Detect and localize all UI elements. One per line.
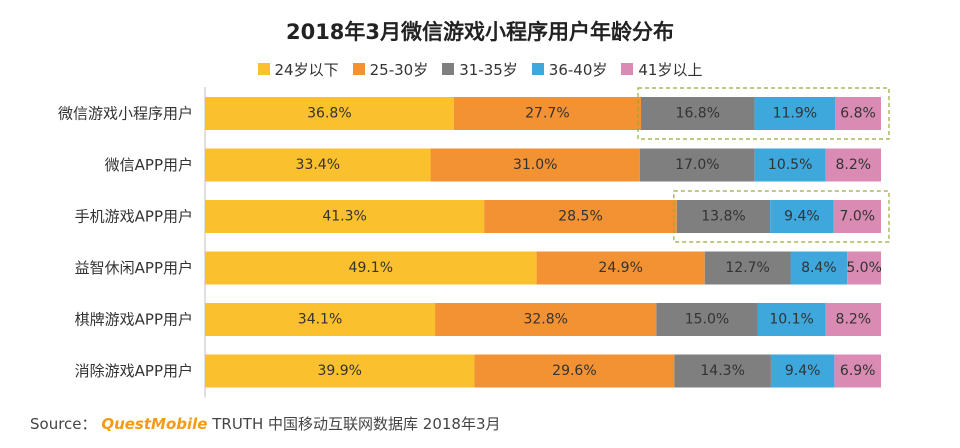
bar-segment [754,148,826,182]
bar-segment [435,303,657,336]
data-label: 34.1% [298,312,342,328]
bar-segment [835,97,881,130]
data-label: 13.8% [701,209,745,225]
bar-segment [754,97,836,130]
data-label: 10.5% [768,157,812,173]
data-label: 8.2% [836,157,872,173]
bar-segment [676,200,771,233]
data-label: 16.8% [676,106,720,122]
bar-segment [674,354,771,388]
data-label: 9.4% [784,209,820,225]
data-label: 5.0% [846,260,882,276]
data-label: 28.5% [558,209,602,225]
data-label: 6.9% [840,363,876,379]
legend-label: 36-40岁 [548,60,608,79]
data-label: 9.4% [785,363,821,379]
source-note: Source： QuestMobile TRUTH 中国移动互联网数据库 201… [30,412,501,436]
data-label: 6.8% [840,106,876,122]
category-label: 微信游戏小程序用户 [58,105,193,123]
bar-segment [757,303,826,336]
legend-label: 41岁以上 [638,60,703,79]
legend-item-4: 41岁以上 [621,59,702,80]
legend-item-2: 31-35岁 [442,59,518,80]
data-label: 24.9% [598,260,642,276]
legend-swatch [352,63,365,75]
data-label: 39.9% [317,363,361,379]
legend-item-3: 36-40岁 [531,59,608,80]
legend-label: 31-35岁 [459,60,518,79]
bar-segment [641,97,755,130]
category-label: 棋牌游戏APP用户 [75,311,193,329]
bar-segment [847,251,881,285]
data-label: 27.7% [525,106,569,122]
bar-segment [833,200,881,233]
bar-segment [205,97,454,130]
bar-segment [790,251,848,285]
bar-segment [770,354,835,388]
legend-swatch [257,63,270,75]
source-text: TRUTH 中国移动互联网数据库 2018年3月 [212,415,501,433]
bar-segment [484,200,677,233]
bar-segment [656,303,758,336]
category-label: 微信APP用户 [105,156,193,174]
bar-segment [825,303,881,336]
data-label: 8.2% [836,312,872,328]
source-brand: QuestMobile [101,415,208,433]
bar-segment [834,354,881,388]
data-label: 29.6% [552,363,596,379]
source-prefix: Source： [30,415,97,433]
bar-segment [770,200,834,233]
data-label: 41.3% [322,209,366,225]
legend-swatch [442,63,455,75]
bar-segment [430,148,640,182]
legend-label: 24岁以下 [274,60,339,79]
data-label: 33.4% [296,157,340,173]
bar-segment [704,251,791,285]
legend-label: 25-30岁 [369,60,429,79]
bar-segment [536,251,705,285]
data-label: 11.9% [773,106,817,122]
data-label: 36.8% [307,106,351,122]
data-label: 14.3% [700,363,744,379]
data-label: 8.4% [801,260,837,276]
bar-segment [205,200,485,233]
data-label: 17.0% [675,157,719,173]
data-label: 15.0% [685,312,729,328]
data-label: 31.0% [513,157,557,173]
data-label: 32.8% [523,312,567,328]
bar-segment [453,97,642,130]
bar-segment [825,148,881,182]
data-label: 7.0% [840,209,876,225]
bar-segment [205,354,475,388]
chart-title: 2018年3月微信游戏小程序用户年龄分布 [285,20,675,44]
legend-swatch [531,63,544,75]
bar-segment [205,148,431,182]
chart-legend: 24岁以下 25-30岁 31-35岁 36-40岁 41岁以上 [0,58,960,80]
bar-segment [639,148,755,182]
bar-segment [205,303,436,336]
data-label: 49.1% [349,260,393,276]
highlight-box [673,190,890,243]
highlight-box [637,87,890,140]
category-label: 消除游戏APP用户 [75,362,193,380]
data-label: 10.1% [769,312,813,328]
legend-item-0: 24岁以下 [257,59,339,80]
data-label: 12.7% [725,260,769,276]
legend-item-1: 25-30岁 [352,59,429,80]
legend-swatch [621,63,634,75]
category-label: 益智休闲APP用户 [75,259,193,277]
bar-segment [205,251,537,285]
bar-segment [474,354,675,388]
category-label: 手机游戏APP用户 [75,208,193,226]
